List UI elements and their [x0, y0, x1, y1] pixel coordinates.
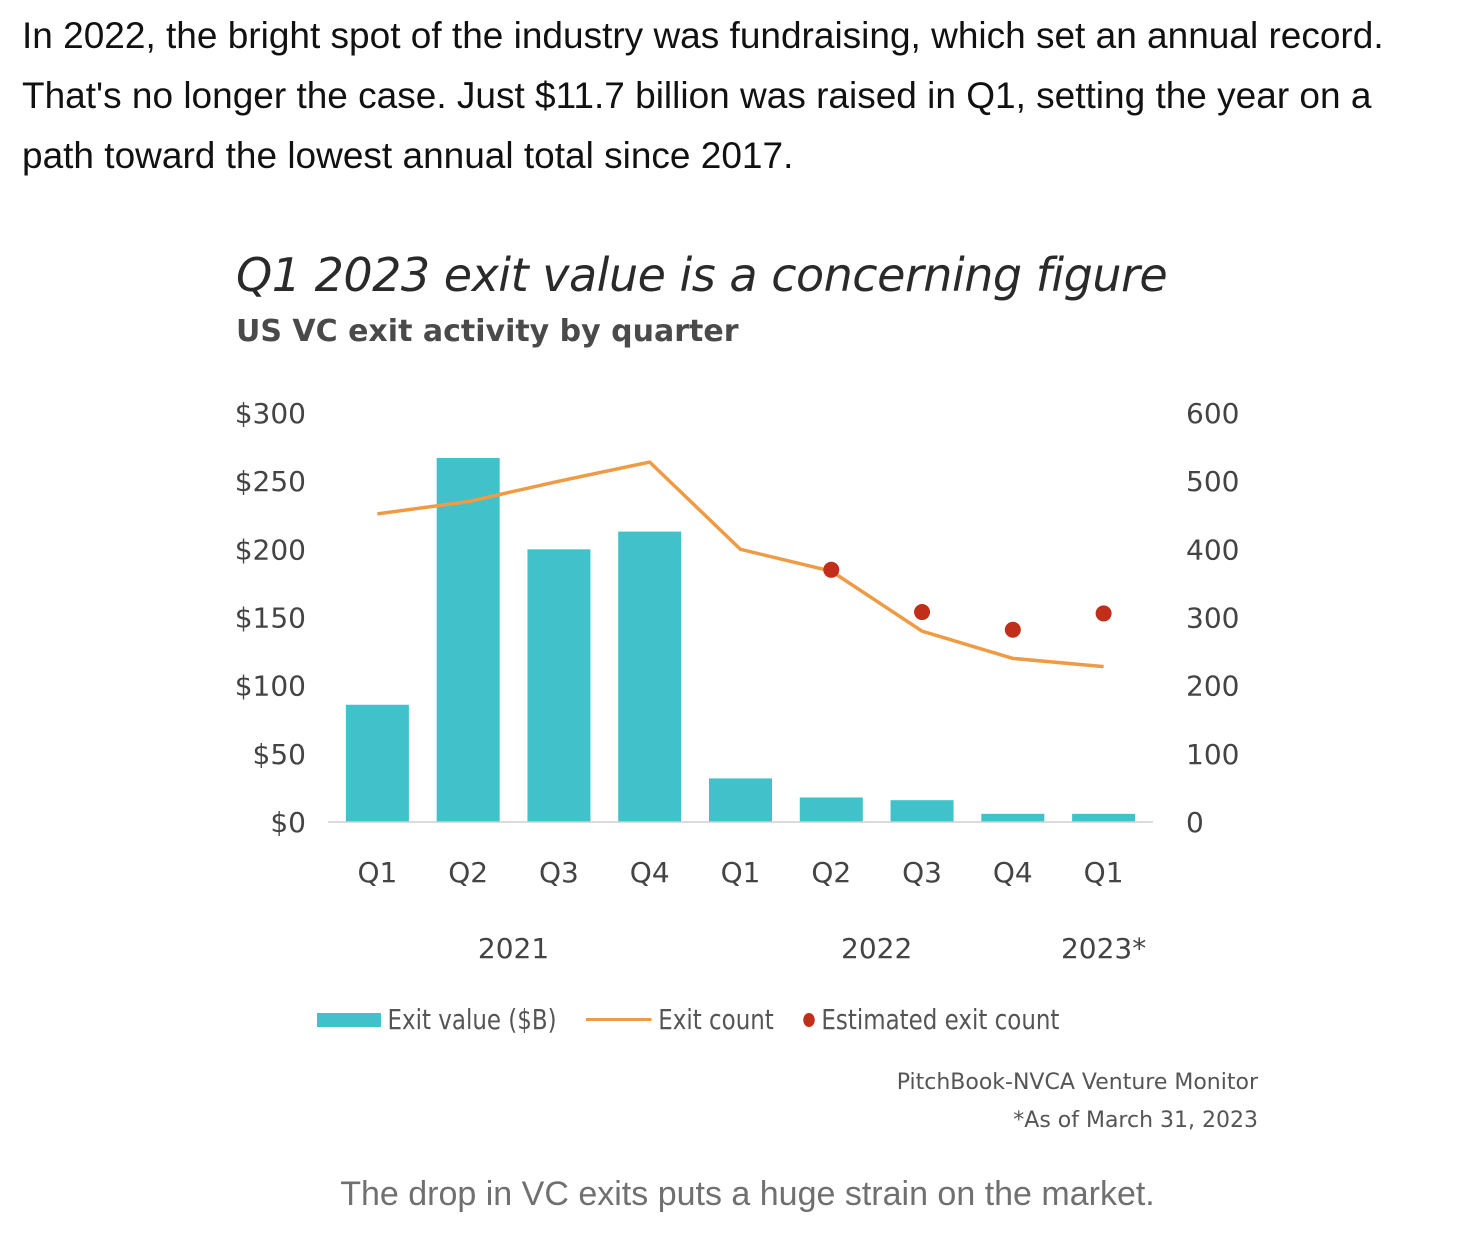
y-left-tick-label: $150 — [235, 602, 306, 635]
legend-item-exit-count: Exit count — [586, 1003, 774, 1036]
legend-swatch-bar — [317, 1012, 381, 1027]
bar — [1072, 813, 1136, 822]
y-right-tick-label: 300 — [1186, 602, 1239, 635]
x-category-label: Q2 — [811, 856, 851, 889]
x-year-label: 2022 — [841, 932, 912, 965]
chart-figure: Q1 2023 exit value is a concerning figur… — [222, 238, 1282, 1138]
y-left-tick-label: $250 — [235, 465, 306, 498]
y-right-tick-label: 0 — [1186, 806, 1204, 839]
chart-title: Q1 2023 exit value is a concerning figur… — [236, 248, 1168, 302]
intro-paragraph: In 2022, the bright spot of the industry… — [22, 15, 1384, 176]
y-left-tick-label: $100 — [235, 670, 306, 703]
y-left-tick-label: $200 — [235, 533, 306, 566]
bar — [890, 800, 954, 822]
estimated-exit-dot — [1095, 605, 1112, 622]
y-left-tick-label: $50 — [253, 738, 306, 771]
chart-legend: Exit value ($B) Exit count Estimated exi… — [317, 1003, 1089, 1036]
y-right-tick-label: 400 — [1186, 533, 1239, 566]
y-right-tick-label: 500 — [1186, 465, 1239, 498]
bar — [436, 457, 500, 822]
legend-item-exit-value: Exit value ($B) — [317, 1003, 557, 1036]
x-year-label: 2021 — [478, 932, 549, 965]
y-left-tick-label: $300 — [235, 397, 306, 430]
chart-source: PitchBook-NVCA Venture Monitor *As of Ma… — [897, 1064, 1258, 1140]
y-left-tick-label: $0 — [270, 806, 306, 839]
source-note: *As of March 31, 2023 — [1013, 1108, 1258, 1133]
legend-label-estimated: Estimated exit count — [821, 1003, 1060, 1036]
figure-caption: The drop in VC exits puts a huge strain … — [340, 1175, 1155, 1213]
x-category-label: Q2 — [448, 856, 488, 889]
x-category-label: Q3 — [902, 856, 942, 889]
chart-plot: $0 $50 $100 $150 $200 $250 $300 0 100 200 300 400 50… — [235, 397, 1240, 965]
x-category-label: Q1 — [1084, 856, 1124, 889]
estimated-exit-dot — [823, 561, 840, 578]
bar — [618, 531, 682, 822]
estimated-exit-dot — [1004, 621, 1021, 638]
x-category-label: Q1 — [721, 856, 761, 889]
bar — [527, 549, 591, 822]
x-year-label: 2023* — [1061, 932, 1146, 965]
series-line-exit-count — [377, 460, 1104, 669]
legend-swatch-dot — [803, 1012, 815, 1027]
y-right-tick-label: 200 — [1186, 670, 1239, 703]
source-text: PitchBook-NVCA Venture Monitor — [896, 1070, 1258, 1095]
chart-subtitle: US VC exit activity by quarter — [236, 314, 739, 349]
y-right-tick-label: 600 — [1186, 397, 1239, 430]
x-category-label: Q4 — [630, 856, 670, 889]
bar — [799, 797, 863, 822]
legend-label-exit-value: Exit value ($B) — [387, 1003, 557, 1036]
legend-item-estimated: Estimated exit count — [803, 1003, 1059, 1036]
legend-swatch-line — [586, 1018, 652, 1021]
bar — [981, 813, 1045, 822]
bar — [709, 778, 772, 822]
bar — [345, 704, 409, 822]
x-category-label: Q3 — [539, 856, 579, 889]
y-right-tick-label: 100 — [1186, 738, 1239, 771]
x-category-label: Q1 — [357, 856, 397, 889]
legend-label-exit-count: Exit count — [658, 1003, 774, 1036]
estimated-exit-dot — [914, 604, 931, 621]
x-category-label: Q4 — [993, 856, 1033, 889]
